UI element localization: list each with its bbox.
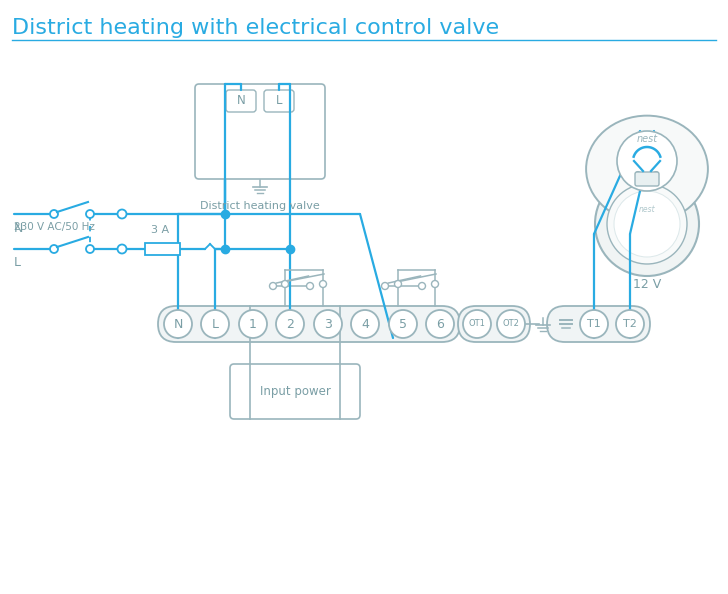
Circle shape bbox=[50, 210, 58, 218]
Text: Input power: Input power bbox=[260, 385, 331, 398]
FancyBboxPatch shape bbox=[226, 90, 256, 112]
Circle shape bbox=[636, 172, 641, 176]
FancyBboxPatch shape bbox=[264, 90, 294, 112]
Ellipse shape bbox=[586, 116, 708, 222]
Circle shape bbox=[419, 283, 425, 289]
Circle shape bbox=[351, 310, 379, 338]
Circle shape bbox=[86, 210, 94, 218]
Circle shape bbox=[617, 131, 677, 191]
Text: N: N bbox=[14, 222, 23, 235]
Text: OT1: OT1 bbox=[469, 320, 486, 328]
Text: T2: T2 bbox=[623, 319, 637, 329]
Circle shape bbox=[164, 310, 192, 338]
Text: 3: 3 bbox=[324, 318, 332, 330]
Text: L: L bbox=[276, 94, 282, 108]
Circle shape bbox=[50, 245, 58, 253]
Text: District heating valve: District heating valve bbox=[200, 201, 320, 211]
Text: nest: nest bbox=[636, 134, 657, 144]
Circle shape bbox=[381, 283, 389, 289]
FancyBboxPatch shape bbox=[158, 306, 460, 342]
Text: N: N bbox=[173, 318, 183, 330]
Circle shape bbox=[590, 161, 609, 181]
Text: 1: 1 bbox=[249, 318, 257, 330]
Text: T1: T1 bbox=[587, 319, 601, 329]
Circle shape bbox=[389, 310, 417, 338]
Circle shape bbox=[117, 210, 127, 219]
Circle shape bbox=[282, 280, 288, 287]
Text: 3 A: 3 A bbox=[151, 225, 169, 235]
Circle shape bbox=[614, 191, 680, 257]
FancyBboxPatch shape bbox=[458, 306, 530, 342]
Text: 6: 6 bbox=[436, 318, 444, 330]
FancyBboxPatch shape bbox=[195, 84, 325, 179]
Circle shape bbox=[276, 310, 304, 338]
Circle shape bbox=[306, 283, 314, 289]
Text: 12 V: 12 V bbox=[633, 277, 661, 290]
Text: District heating with electrical control valve: District heating with electrical control… bbox=[12, 18, 499, 38]
Text: N: N bbox=[237, 94, 245, 108]
Circle shape bbox=[314, 310, 342, 338]
Text: 2: 2 bbox=[286, 318, 294, 330]
Circle shape bbox=[269, 283, 277, 289]
Text: L: L bbox=[212, 318, 218, 330]
Circle shape bbox=[580, 310, 608, 338]
Circle shape bbox=[432, 280, 438, 287]
Text: OT2: OT2 bbox=[502, 320, 520, 328]
FancyBboxPatch shape bbox=[635, 172, 659, 186]
Circle shape bbox=[463, 310, 491, 338]
Circle shape bbox=[86, 245, 94, 253]
Circle shape bbox=[595, 172, 699, 276]
Circle shape bbox=[684, 161, 705, 181]
FancyBboxPatch shape bbox=[547, 306, 650, 342]
Circle shape bbox=[426, 310, 454, 338]
Text: 230 V AC/50 Hz: 230 V AC/50 Hz bbox=[14, 222, 95, 232]
Circle shape bbox=[395, 280, 402, 287]
Text: nest: nest bbox=[638, 204, 655, 213]
Circle shape bbox=[497, 310, 525, 338]
Circle shape bbox=[117, 245, 127, 254]
Text: 5: 5 bbox=[399, 318, 407, 330]
FancyBboxPatch shape bbox=[145, 243, 180, 255]
Circle shape bbox=[607, 184, 687, 264]
Circle shape bbox=[239, 310, 267, 338]
Circle shape bbox=[616, 310, 644, 338]
Text: 4: 4 bbox=[361, 318, 369, 330]
Circle shape bbox=[201, 310, 229, 338]
Circle shape bbox=[654, 172, 659, 176]
Text: L: L bbox=[14, 257, 21, 270]
FancyBboxPatch shape bbox=[230, 364, 360, 419]
Circle shape bbox=[320, 280, 326, 287]
